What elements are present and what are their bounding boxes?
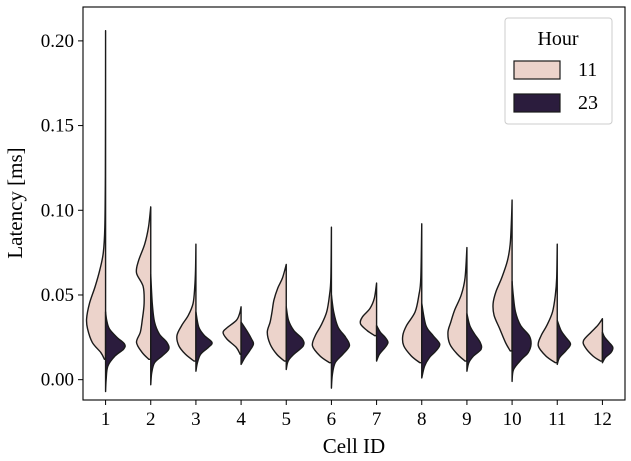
x-axis: 1 2 3 4 5 6 7 8 9 10 11 12 xyxy=(101,400,612,430)
legend-label-23: 23 xyxy=(578,92,598,114)
y-tick-label: 0.15 xyxy=(41,116,74,137)
legend-title: Hour xyxy=(537,28,578,50)
violin-hour-11-cell-3 xyxy=(176,243,197,362)
x-tick-label: 2 xyxy=(146,409,156,430)
y-tick-label: 0.00 xyxy=(41,370,74,391)
y-tick-label: 0.10 xyxy=(41,200,74,221)
violin-hour-11-cell-5 xyxy=(266,263,287,362)
violin-hour-23-cell-10 xyxy=(511,280,532,383)
legend-swatch-11 xyxy=(513,60,561,80)
legend: Hour 11 23 xyxy=(504,17,613,125)
violin-hour-23-cell-1 xyxy=(104,311,126,393)
x-tick-label: 6 xyxy=(327,409,337,430)
violin-hour-23-cell-8 xyxy=(421,302,441,379)
violin-hour-11-cell-2 xyxy=(135,206,152,361)
x-tick-label: 5 xyxy=(282,409,292,430)
violin-hour-11-cell-6 xyxy=(311,226,333,364)
violin-hour-11-cell-9 xyxy=(447,246,468,362)
y-tick-label: 0.20 xyxy=(41,31,74,52)
legend-swatch-23 xyxy=(513,93,561,113)
x-tick-label: 11 xyxy=(548,409,566,430)
violin-hour-11-cell-10 xyxy=(492,199,513,352)
plot-frame xyxy=(82,6,626,401)
violins-layer xyxy=(85,30,614,393)
x-tick-label: 10 xyxy=(503,409,522,430)
x-tick-label: 1 xyxy=(101,409,111,430)
violin-hour-11-cell-1 xyxy=(85,30,107,361)
violin-hour-23-cell-2 xyxy=(150,273,170,386)
violin-hour-11-cell-4 xyxy=(222,306,242,355)
y-axis-label: Latency [ms] xyxy=(3,147,27,258)
violin-hour-11-cell-8 xyxy=(401,223,423,364)
x-tick-label: 7 xyxy=(372,409,382,430)
x-axis-label: Cell ID xyxy=(323,434,385,458)
violin-hour-23-cell-12 xyxy=(601,331,614,364)
y-axis: 0.00 0.05 0.10 0.15 0.20 xyxy=(41,31,83,391)
violin-hour-23-cell-6 xyxy=(330,294,351,389)
violin-hour-23-cell-9 xyxy=(466,312,483,372)
violin-hour-23-cell-5 xyxy=(285,306,305,371)
violin-hour-23-cell-7 xyxy=(375,324,389,362)
violin-hour-11-cell-7 xyxy=(359,282,378,337)
legend-label-11: 11 xyxy=(578,59,597,81)
x-tick-label: 4 xyxy=(236,409,246,430)
x-tick-label: 3 xyxy=(191,409,201,430)
x-tick-label: 8 xyxy=(417,409,427,430)
x-tick-label: 9 xyxy=(462,409,472,430)
violin-hour-11-cell-11 xyxy=(537,243,558,364)
x-tick-label: 12 xyxy=(593,409,612,430)
y-tick-label: 0.05 xyxy=(41,285,74,306)
violin-hour-23-cell-4 xyxy=(240,321,255,366)
violin-hour-23-cell-3 xyxy=(195,311,213,372)
violin-hour-11-cell-12 xyxy=(582,317,604,362)
violin-hour-23-cell-11 xyxy=(556,319,572,366)
